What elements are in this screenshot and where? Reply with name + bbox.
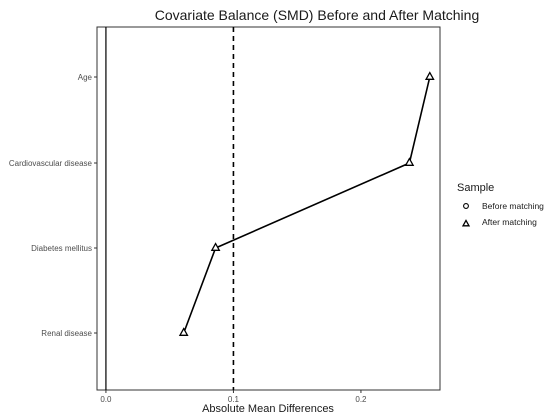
y-tick-label-2: Diabetes mellitus [31, 244, 92, 253]
y-tick-label-1: Cardiovascular disease [9, 159, 93, 168]
series-1 [178, 71, 435, 336]
legend: Sample Before matching After matching [457, 182, 544, 227]
chart-title: Covariate Balance (SMD) Before and After… [155, 7, 480, 23]
point-1-1 [404, 157, 415, 166]
series-layer [178, 71, 435, 336]
y-tick-label-0: Age [78, 73, 93, 82]
point-1-0 [424, 71, 435, 80]
legend-label-1: After matching [482, 217, 537, 227]
reference-lines [105, 27, 235, 390]
legend-title: Sample [457, 182, 494, 194]
point-1-3 [178, 327, 189, 336]
x-axis-label: Absolute Mean Differences [202, 403, 334, 415]
series-line-1 [182, 76, 431, 334]
plot-panel [96, 26, 441, 391]
x-axis: 0.0 0.1 0.2 [100, 390, 367, 404]
x-tick-label-2: 0.2 [355, 395, 367, 404]
legend-label-0: Before matching [482, 201, 544, 211]
y-axis: Age Cardiovascular disease Diabetes mellit… [9, 73, 97, 338]
x-tick-label-1: 0.1 [228, 395, 240, 404]
x-tick-label-0: 0.0 [100, 395, 112, 404]
y-tick-label-3: Renal disease [41, 329, 92, 338]
legend-key-0 [463, 203, 469, 209]
legend-key-1 [461, 219, 471, 227]
point-1-2 [210, 242, 221, 251]
